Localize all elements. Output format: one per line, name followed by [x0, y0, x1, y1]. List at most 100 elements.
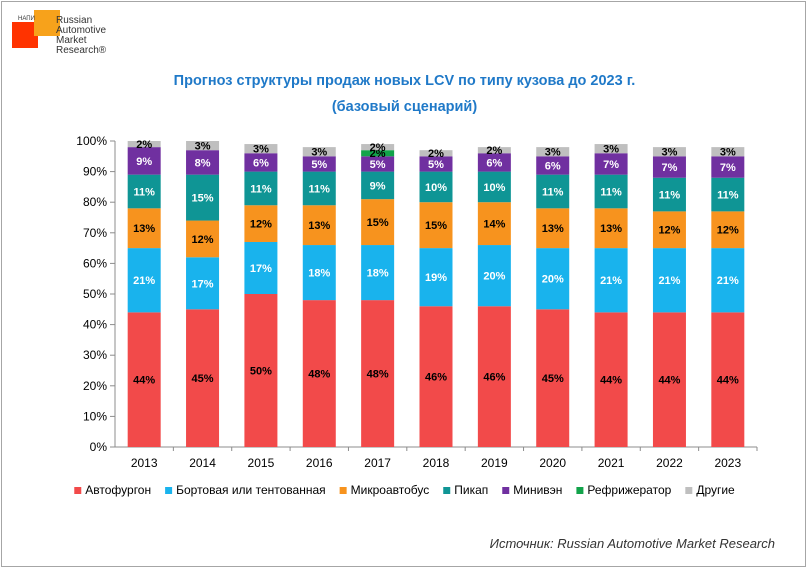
bar-data-label: 2%: [136, 139, 152, 151]
bar-segment: [477, 306, 511, 447]
bar-data-label: 44%: [717, 375, 739, 387]
bar-data-label: 14%: [483, 219, 505, 231]
bar-segment: [186, 174, 220, 221]
bar-data-label: 21%: [717, 275, 739, 287]
legend-swatch: [165, 487, 173, 494]
bar-data-label: 7%: [662, 162, 678, 174]
x-tick-label: 2014: [189, 456, 216, 470]
bar-data-label: 44%: [658, 375, 680, 387]
legend-label: Автофургон: [85, 483, 151, 497]
bar-segment: [652, 156, 686, 178]
legend-item: Минивэн: [502, 483, 562, 497]
bar-segment: [302, 156, 336, 172]
bar-segment: [711, 312, 745, 447]
bar-segment: [711, 248, 745, 313]
bar-segment: [127, 208, 161, 249]
legend-swatch: [443, 487, 451, 494]
bar-segment: [186, 309, 220, 447]
bar-segment: [419, 171, 453, 203]
bar-data-label: 13%: [542, 223, 564, 235]
bar-segment: [419, 248, 453, 307]
bar-data-label: 20%: [483, 271, 505, 283]
bar-data-label: 11%: [309, 183, 331, 195]
bar-data-label: 11%: [133, 186, 155, 198]
bar-data-label: 5%: [428, 159, 444, 171]
bar-data-label: 11%: [717, 190, 739, 202]
logo-red-square: [12, 22, 38, 48]
bar-data-label: 3%: [545, 147, 561, 159]
y-tick-label: 40%: [83, 318, 107, 332]
bar-data-label: 6%: [545, 160, 561, 172]
x-tick-label: 2020: [539, 456, 566, 470]
bar-segment: [536, 156, 570, 175]
bar-segment: [302, 171, 336, 206]
bar-data-label: 13%: [133, 223, 155, 235]
bar-data-label: 5%: [311, 159, 327, 171]
bar-data-label: 45%: [542, 373, 564, 385]
bar-data-label: 21%: [133, 275, 155, 287]
bar-data-label: 2%: [486, 145, 502, 157]
bar-segment: [711, 211, 745, 249]
bar-data-label: 12%: [250, 219, 272, 231]
bar-segment: [419, 150, 453, 157]
legend-label: Бортовая или тентованная: [176, 483, 326, 497]
x-tick-label: 2018: [423, 456, 450, 470]
bar-segment: [477, 171, 511, 203]
x-tick-label: 2021: [598, 456, 625, 470]
bar-segment: [594, 144, 628, 154]
bar-segment: [536, 174, 570, 209]
bar-segment: [127, 141, 161, 148]
bar-data-label: 11%: [659, 190, 681, 202]
bar-data-label: 15%: [425, 220, 447, 232]
bar-segment: [186, 150, 220, 175]
bar-segment: [536, 309, 570, 447]
x-tick-label: 2019: [481, 456, 508, 470]
bar-data-label: 6%: [253, 157, 269, 169]
bar-data-label: 2%: [428, 148, 444, 160]
bar-data-label: 12%: [658, 225, 680, 237]
legend-swatch: [339, 487, 347, 494]
legend-item: Автофургон: [74, 483, 151, 497]
bar-segment: [302, 205, 336, 246]
bar-data-label: 12%: [717, 225, 739, 237]
bar-segment: [477, 147, 511, 154]
bar-data-label: 10%: [483, 182, 505, 194]
bar-segment: [244, 171, 278, 206]
y-tick-label: 10%: [83, 409, 107, 423]
bar-segment: [361, 144, 395, 151]
bar-data-label: 46%: [425, 372, 447, 384]
bar-segment: [652, 147, 686, 157]
bar-segment: [186, 220, 220, 258]
bar-segment: [302, 245, 336, 301]
y-tick-label: 0%: [90, 440, 108, 454]
legend-label: Минивэн: [513, 483, 562, 497]
y-tick-label: 50%: [83, 287, 107, 301]
bar-segment: [652, 312, 686, 447]
bar-data-label: 3%: [195, 141, 211, 153]
bar-data-label: 2%: [370, 148, 386, 160]
bar-data-label: 11%: [542, 186, 564, 198]
legend-item: Другие: [685, 483, 735, 497]
legend-item: Рефрижератор: [576, 483, 672, 497]
bar-segment: [361, 150, 395, 157]
bar-data-label: 19%: [425, 272, 447, 284]
y-tick-label: 70%: [83, 226, 107, 240]
bar-segment: [361, 300, 395, 447]
bar-data-label: 18%: [367, 268, 389, 280]
bar-data-label: 7%: [720, 162, 736, 174]
logo-tag: НАПИ: [18, 16, 35, 22]
chart-title: Прогноз структуры продаж новых LCV по ти…: [0, 68, 809, 120]
bar-segment: [127, 248, 161, 313]
bar-segment: [419, 202, 453, 249]
company-logo: НАПИ Russian Automotive Market Research®: [8, 10, 118, 80]
bar-segment: [127, 174, 161, 209]
bar-segment: [127, 312, 161, 447]
y-tick-label: 100%: [76, 134, 107, 148]
legend-item: Микроавтобус: [339, 483, 429, 497]
bar-segment: [302, 300, 336, 447]
bar-segment: [477, 202, 511, 246]
bar-data-label: 15%: [367, 217, 389, 229]
source-note: Источник: Russian Automotive Market Rese…: [489, 536, 775, 551]
bar-data-label: 12%: [192, 234, 214, 246]
